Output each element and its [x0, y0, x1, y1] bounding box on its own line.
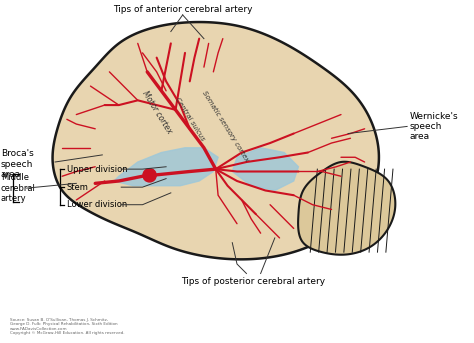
Text: Lower division: Lower division — [67, 200, 127, 209]
Text: Tips of posterior cerebral artery: Tips of posterior cerebral artery — [182, 277, 326, 286]
Circle shape — [143, 169, 156, 182]
Polygon shape — [53, 22, 379, 259]
Polygon shape — [114, 148, 218, 186]
Text: Stem: Stem — [67, 183, 89, 192]
Text: Middle
cerebral
artery: Middle cerebral artery — [0, 173, 36, 203]
Text: Source: Susan B. O'Sullivan, Thomas J. Schmitz,
George D. Fulk: Physical Rehabil: Source: Susan B. O'Sullivan, Thomas J. S… — [10, 318, 125, 335]
Text: Broca's
speech
area: Broca's speech area — [0, 150, 34, 179]
Text: Central sulcus: Central sulcus — [174, 97, 206, 142]
Text: Motor cortex: Motor cortex — [140, 89, 173, 135]
Text: Wernicke's
speech
area: Wernicke's speech area — [410, 111, 458, 141]
Text: Tips of anterior cerebral artery: Tips of anterior cerebral artery — [113, 5, 252, 14]
Text: Somatic sensory cortex: Somatic sensory cortex — [201, 90, 250, 163]
Text: Upper division: Upper division — [67, 165, 128, 174]
Polygon shape — [298, 162, 395, 255]
Polygon shape — [232, 148, 299, 190]
